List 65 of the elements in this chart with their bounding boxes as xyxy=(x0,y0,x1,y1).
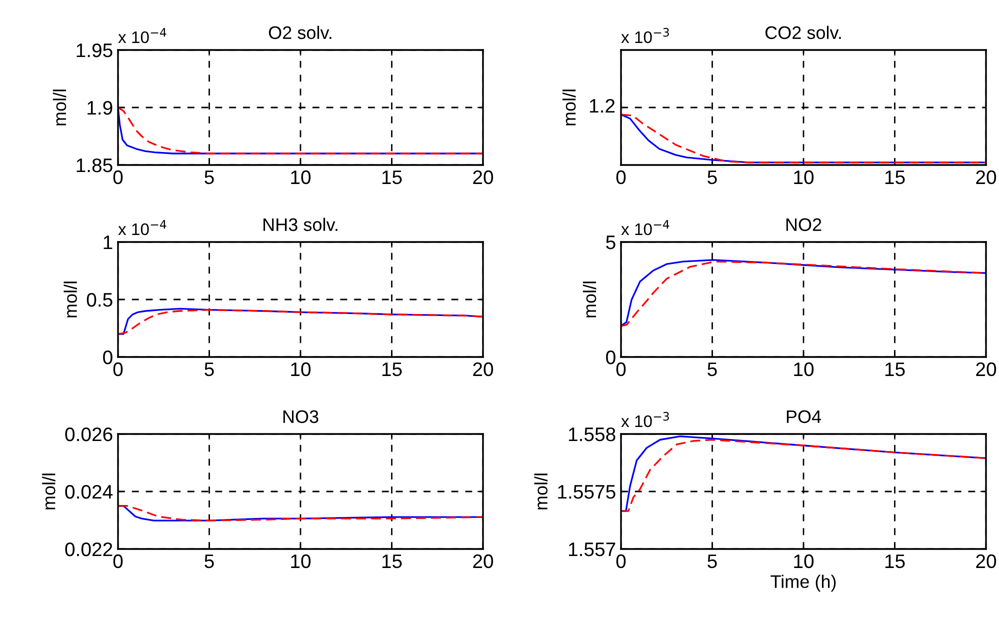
y-axis-title: mol/l xyxy=(64,282,77,318)
x-tick-label: 20 xyxy=(976,170,996,184)
y-tick-label: 1.85 xyxy=(76,158,112,172)
x-tick-label: 20 xyxy=(976,554,996,568)
x-tick-label: 0 xyxy=(616,170,626,184)
y-tick-label: 1.5575 xyxy=(558,485,616,499)
x-tick-label: 15 xyxy=(382,170,402,184)
x-tick-label: 5 xyxy=(204,362,214,376)
text: x 10$^{−4}$ xyxy=(118,220,166,236)
chart-title: O2 solv. xyxy=(268,26,332,40)
y-axis-title: mol/l xyxy=(562,90,576,126)
y-tick-label: 1.9 xyxy=(88,100,112,115)
x-tick-label: 20 xyxy=(473,362,494,376)
y-tick-label: 0.022 xyxy=(65,542,112,556)
x-tick-label: 10 xyxy=(291,362,311,376)
x-tick-label: 5 xyxy=(708,170,717,184)
line-series xyxy=(118,106,483,154)
x-tick-label: 15 xyxy=(885,362,905,376)
y-axis-title: mol/l xyxy=(52,90,66,126)
x-tick-label: 5 xyxy=(708,362,717,376)
x-tick-label: 5 xyxy=(708,554,717,568)
text: x 10$^{−4}$ xyxy=(118,28,166,44)
x-tick-label: 10 xyxy=(794,362,814,376)
y-tick-label: 0 xyxy=(103,350,112,364)
x-tick-label: 0 xyxy=(113,362,123,376)
x-tick-label: 10 xyxy=(794,554,814,568)
x-tick-label: 0 xyxy=(616,554,626,568)
chart-title: PO4 xyxy=(786,410,822,424)
x-tick-label: 10 xyxy=(291,554,311,568)
chart-title: NO3 xyxy=(283,410,318,424)
chart-title: NH3 solv. xyxy=(264,218,338,232)
text: x 10$^{−3}$ xyxy=(621,412,669,428)
x-axis-title: Time (h) xyxy=(770,574,836,592)
y-tick-label: 1.95 xyxy=(76,43,112,58)
x-tick-label: 5 xyxy=(204,554,214,568)
x-tick-label: 15 xyxy=(382,554,402,568)
y-tick-label: 5 xyxy=(606,236,616,250)
chart-title: NO2 xyxy=(786,218,822,232)
y-tick-label: 1.557 xyxy=(568,542,616,556)
y-tick-label: 1.558 xyxy=(568,427,616,442)
y-tick-label: 0.5 xyxy=(86,292,112,307)
x-tick-label: 15 xyxy=(382,362,402,376)
y-tick-label: 0.026 xyxy=(65,427,112,442)
x-tick-label: 10 xyxy=(794,170,814,184)
y-tick-label: 0.024 xyxy=(65,484,113,499)
x-tick-label: 0 xyxy=(616,362,626,376)
line-series xyxy=(118,505,483,522)
text: x 10$^{−4}$ xyxy=(621,220,670,236)
y-axis-title: mol/l xyxy=(42,474,56,510)
x-tick-label: 20 xyxy=(976,362,996,376)
x-tick-label: 0 xyxy=(113,170,123,184)
x-tick-label: 10 xyxy=(291,170,311,184)
x-tick-label: 0 xyxy=(113,554,123,568)
y-axis-title: mol/l xyxy=(582,282,596,318)
y-tick-label: 0 xyxy=(606,350,616,364)
y-tick-label: 1 xyxy=(104,236,112,250)
x-tick-label: 20 xyxy=(473,170,494,184)
text: 1.2 xyxy=(590,98,615,113)
chart-title: CO2 solv. xyxy=(765,26,841,40)
text: x 10$^{−3}$ xyxy=(621,28,669,44)
x-tick-label: 5 xyxy=(204,170,214,184)
x-tick-label: 15 xyxy=(885,170,905,184)
y-axis-title: mol/l xyxy=(534,474,548,510)
x-tick-label: 15 xyxy=(885,554,905,568)
x-tick-label: 20 xyxy=(473,554,494,568)
